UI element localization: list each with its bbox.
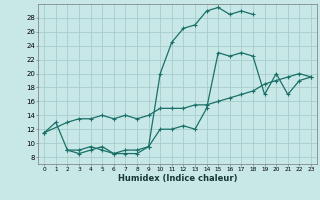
- X-axis label: Humidex (Indice chaleur): Humidex (Indice chaleur): [118, 174, 237, 183]
